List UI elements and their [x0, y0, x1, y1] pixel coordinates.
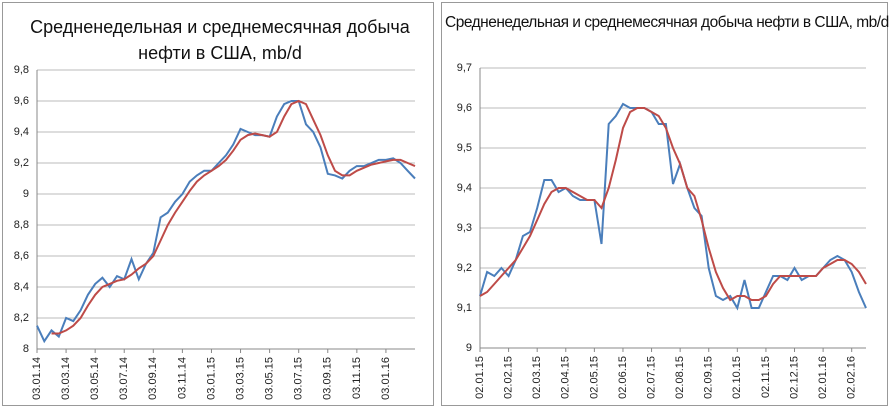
- x-tick-label: 02.01.16: [817, 356, 829, 399]
- x-tick-label: 03.11.15: [351, 357, 363, 399]
- chart-title: Средненедельная и среднемесячная добыча …: [30, 17, 410, 63]
- x-tick-label: 03.05.15: [264, 357, 276, 400]
- y-tick-label: 8,2: [14, 312, 29, 324]
- x-tick-label: 02.10.15: [731, 356, 743, 399]
- y-tick-label: 9,4: [14, 126, 29, 138]
- x-tick-label: 03.11.14: [176, 357, 188, 399]
- panel-frame: [441, 2, 888, 406]
- chart-title: Средненедельная и среднемесячная добыча …: [445, 14, 889, 31]
- x-tick-label: 02.01.15: [474, 356, 486, 399]
- y-tick-label: 8,6: [14, 250, 29, 262]
- y-tick-label: 9,3: [457, 222, 472, 234]
- series-line: [51, 99, 416, 335]
- y-tick-label: 8: [23, 343, 29, 355]
- x-tick-label: 03.05.14: [89, 357, 101, 400]
- y-tick-label: 9: [23, 188, 29, 200]
- x-tick-label: 03.03.14: [60, 357, 72, 400]
- y-tick-label: 8,8: [14, 219, 29, 231]
- x-tick-label: 03.09.15: [322, 357, 334, 400]
- x-tick-label: 02.12.15: [788, 356, 800, 399]
- x-tick-label: 02.02.15: [502, 356, 514, 399]
- x-tick-label: 03.01.16: [380, 357, 392, 400]
- series-line: [36, 100, 416, 344]
- x-tick-label: 02.06.15: [617, 356, 629, 399]
- x-tick-label: 02.09.15: [703, 356, 715, 399]
- x-tick-label: 02.03.15: [531, 356, 543, 399]
- x-tick-label: 03.07.15: [293, 357, 305, 400]
- x-tick-label: 03.01.14: [31, 357, 43, 400]
- x-tick-label: 02.07.15: [645, 356, 657, 399]
- x-tick-label: 03.09.14: [147, 357, 159, 400]
- x-tick-label: 02.04.15: [560, 356, 572, 399]
- series-line: [479, 102, 867, 311]
- series-line: [479, 107, 867, 302]
- x-tick-label: 03.07.14: [118, 357, 130, 400]
- x-tick-label: 02.02.16: [846, 356, 858, 399]
- x-tick-label: 03.03.15: [234, 357, 246, 400]
- y-tick-label: 9,2: [457, 262, 472, 274]
- x-tick-label: 02.05.15: [588, 356, 600, 399]
- y-tick-label: 9,2: [14, 157, 29, 169]
- x-tick-label: 02.11.15: [760, 356, 772, 398]
- y-tick-label: 9,7: [457, 62, 472, 74]
- panel-frame: [2, 2, 434, 406]
- x-tick-label: 03.01.15: [205, 357, 217, 400]
- y-tick-label: 9,6: [457, 102, 472, 114]
- x-tick-label: 02.08.15: [674, 356, 686, 399]
- y-tick-label: 9,5: [457, 142, 472, 154]
- y-tick-label: 9,8: [14, 64, 29, 76]
- y-tick-label: 9,4: [457, 182, 472, 194]
- y-tick-label: 9: [466, 342, 472, 354]
- y-tick-label: 9,6: [14, 95, 29, 107]
- y-tick-label: 8,4: [14, 281, 29, 293]
- y-tick-label: 9,1: [457, 302, 472, 314]
